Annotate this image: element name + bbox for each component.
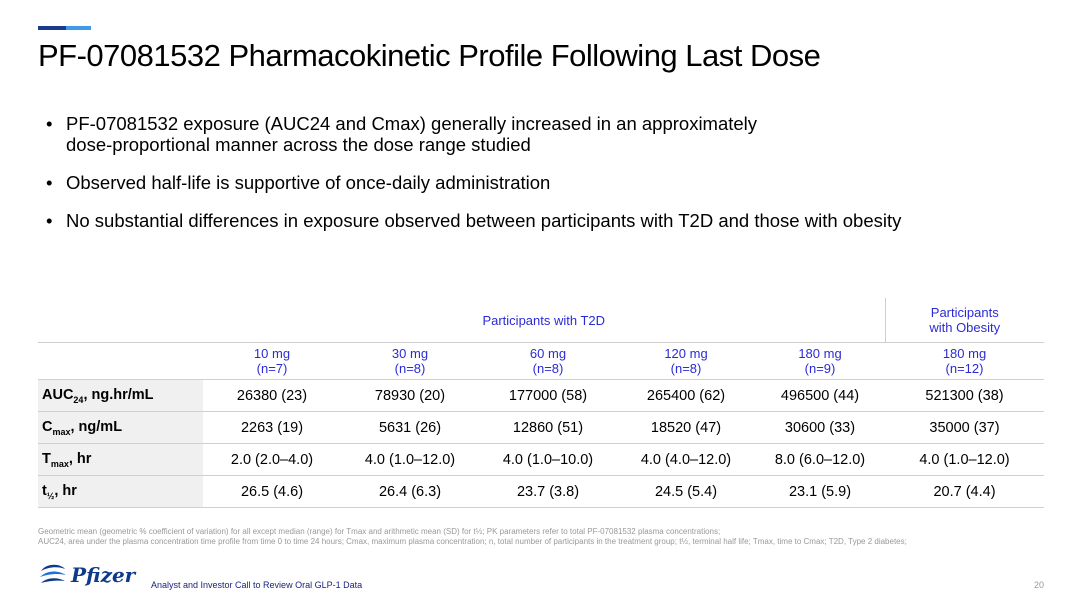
table-cell: 4.0 (4.0–12.0) bbox=[617, 443, 755, 476]
table-cell: 35000 (37) bbox=[885, 411, 1044, 444]
table-dose-header-row: 10 mg (n=7) 30 mg (n=8) 60 mg (n=8) 120 mg(… bbox=[38, 342, 1044, 380]
footnote: Geometric mean (geometric % coefficient … bbox=[38, 527, 1038, 547]
dose-header: 120 mg (n=8) bbox=[617, 342, 755, 380]
table-cell: 30600 (33) bbox=[755, 411, 885, 444]
table-group-header-row: Participants with T2D Participants with … bbox=[38, 298, 1044, 343]
dose-label: 10 mg bbox=[253, 346, 291, 361]
dose-n: (n=12) bbox=[945, 361, 984, 376]
bullet-list: • PF-07081532 exposure (AUC24 and Cmax) … bbox=[46, 113, 1036, 248]
row-label-rest: , ng/mL bbox=[70, 418, 123, 435]
table-cell: 4.0 (1.0–12.0) bbox=[341, 443, 479, 476]
page-number: 20 bbox=[1033, 580, 1044, 590]
table-cell: 521300 (38) bbox=[885, 379, 1044, 412]
row-label-main: AUC bbox=[42, 386, 74, 403]
table-cell: 496500 (44) bbox=[755, 379, 885, 412]
table-cell: 78930 (20) bbox=[341, 379, 479, 412]
bullet-text: PF-07081532 exposure (AUC24 and Cmax) ge… bbox=[66, 113, 758, 134]
group-header-obesity-line: Participants bbox=[930, 305, 999, 320]
bullet-dot: • bbox=[46, 210, 53, 231]
dose-header: 60 mg (n=8) bbox=[479, 342, 617, 380]
row-label-main: t bbox=[42, 482, 47, 499]
bullet-dot: • bbox=[46, 113, 53, 134]
dose-label: 60 mg bbox=[529, 346, 567, 361]
dose-label: 30 mg bbox=[391, 346, 429, 361]
bullet-dot: • bbox=[46, 172, 53, 193]
row-label-sub: ½ bbox=[46, 490, 55, 501]
dose-n: (n=7) bbox=[256, 361, 288, 376]
table-row: Tmax, hr 2.0 (2.0–4.0) 4.0 (1.0–12.0) 4.… bbox=[38, 443, 1044, 476]
row-label: Cmax, ng/mL bbox=[38, 411, 203, 444]
group-header-obesity: Participants with Obesity bbox=[884, 298, 1044, 343]
table-cell: 4.0 (1.0–10.0) bbox=[479, 443, 617, 476]
row-label: t½, hr bbox=[38, 475, 203, 508]
row-label-sub: max bbox=[50, 458, 69, 469]
row-label-sub: max bbox=[52, 426, 71, 437]
pfizer-mark-icon bbox=[40, 564, 66, 583]
dose-header: 180 mg (n=12) bbox=[885, 342, 1044, 380]
bullet-text: Observed half-life is supportive of once… bbox=[66, 172, 551, 193]
dose-header: 180 mg (n=9) bbox=[755, 342, 885, 380]
dose-n: (n=8) bbox=[670, 361, 702, 376]
table-cell: 26380 (23) bbox=[203, 379, 341, 412]
table-cell: 265400 (62) bbox=[617, 379, 755, 412]
row-label-rest: , hr bbox=[68, 450, 92, 467]
pk-table: Participants with T2D Participants with … bbox=[38, 298, 1044, 508]
pfizer-logo: Pfizer bbox=[38, 562, 135, 588]
footnote-line: AUC24, area under the plasma concentrati… bbox=[38, 537, 907, 546]
row-label: Tmax, hr bbox=[38, 443, 203, 476]
bullet-item: • Observed half-life is supportive of on… bbox=[46, 172, 1036, 193]
table-cell: 177000 (58) bbox=[479, 379, 617, 412]
table-cell: 18520 (47) bbox=[617, 411, 755, 444]
bullet-item: • No substantial differences in exposure… bbox=[46, 210, 1036, 231]
row-label-sub: 24 bbox=[73, 394, 84, 405]
table-cell: 26.5 (4.6) bbox=[203, 475, 341, 508]
table-cell: 5631 (26) bbox=[341, 411, 479, 444]
group-header-t2d: Participants with T2D bbox=[203, 298, 885, 343]
group-header-obesity-line: with Obesity bbox=[929, 320, 1001, 335]
table-cell: 23.7 (3.8) bbox=[479, 475, 617, 508]
pfizer-logo-text: Pfizer bbox=[71, 563, 136, 587]
title-accent-dark bbox=[38, 26, 66, 30]
dose-header: 10 mg (n=7) bbox=[203, 342, 341, 380]
table-row: AUC24, ng.hr/mL 26380 (23) 78930 (20) 17… bbox=[38, 379, 1044, 412]
table-row: t½, hr 26.5 (4.6) 26.4 (6.3) 23.7 (3.8) … bbox=[38, 475, 1044, 508]
table-cell: 2.0 (2.0–4.0) bbox=[203, 443, 341, 476]
row-label-main: C bbox=[42, 418, 53, 435]
footnote-line: Geometric mean (geometric % coefficient … bbox=[38, 527, 721, 536]
dose-n: (n=8) bbox=[394, 361, 426, 376]
table-cell: 12860 (51) bbox=[479, 411, 617, 444]
table-cell: 2263 (19) bbox=[203, 411, 341, 444]
table-cell: 8.0 (6.0–12.0) bbox=[755, 443, 885, 476]
table-cell: 4.0 (1.0–12.0) bbox=[885, 443, 1044, 476]
dose-label: 180 mg bbox=[798, 346, 842, 361]
footer-text: Analyst and Investor Call to Review Oral… bbox=[151, 580, 363, 590]
row-label-rest: , ng.hr/mL bbox=[83, 386, 154, 403]
bullet-item: • PF-07081532 exposure (AUC24 and Cmax) … bbox=[46, 113, 1036, 155]
table-cell: 23.1 (5.9) bbox=[755, 475, 885, 508]
page-title: PF-07081532 Pharmacokinetic Profile Foll… bbox=[38, 38, 821, 73]
row-label-rest: , hr bbox=[54, 482, 77, 499]
table-row: Cmax, ng/mL 2263 (19) 5631 (26) 12860 (5… bbox=[38, 411, 1044, 444]
dose-header: 30 mg (n=8) bbox=[341, 342, 479, 380]
dose-n: (n=8) bbox=[532, 361, 564, 376]
title-accent-light bbox=[66, 26, 91, 30]
dose-label: 120 mg bbox=[664, 346, 708, 361]
bullet-text: dose-proportional manner across the dose… bbox=[66, 134, 531, 155]
row-label-main: T bbox=[42, 450, 51, 467]
dose-label: 180 mg bbox=[942, 346, 987, 361]
row-label: AUC24, ng.hr/mL bbox=[38, 379, 203, 412]
table-cell: 20.7 (4.4) bbox=[885, 475, 1044, 508]
bullet-text: No substantial differences in exposure o… bbox=[66, 210, 902, 231]
table-cell: 26.4 (6.3) bbox=[341, 475, 479, 508]
dose-n: (n=9) bbox=[804, 361, 836, 376]
table-cell: 24.5 (5.4) bbox=[617, 475, 755, 508]
